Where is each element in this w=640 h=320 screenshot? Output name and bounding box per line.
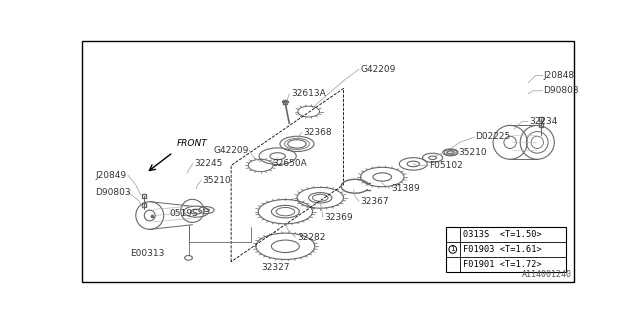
Text: F05102: F05102 — [429, 161, 463, 170]
Text: 32245: 32245 — [195, 159, 223, 168]
Text: F01903 <T=1.61>: F01903 <T=1.61> — [463, 245, 541, 254]
Text: FRONT: FRONT — [177, 139, 207, 148]
Text: 32327: 32327 — [261, 263, 289, 272]
Text: 31389: 31389 — [392, 184, 420, 193]
Text: 32613A: 32613A — [291, 89, 326, 98]
Text: J20848: J20848 — [543, 71, 575, 80]
Text: 32650A: 32650A — [272, 159, 307, 168]
Text: 32367: 32367 — [360, 197, 389, 206]
Text: 35210: 35210 — [458, 148, 487, 157]
Text: 32234: 32234 — [529, 117, 558, 126]
Text: 32368: 32368 — [303, 128, 332, 137]
Bar — [446, 227, 566, 272]
Text: 32282: 32282 — [297, 233, 325, 242]
Text: 0313S  <T=1.50>: 0313S <T=1.50> — [463, 230, 541, 239]
Text: G42209: G42209 — [360, 65, 396, 74]
Text: E00313: E00313 — [131, 250, 164, 259]
Text: F01901 <T=1.72>: F01901 <T=1.72> — [463, 260, 541, 269]
Text: D02225: D02225 — [476, 132, 511, 141]
Text: 0519S: 0519S — [169, 210, 198, 219]
Text: 35210: 35210 — [202, 176, 231, 185]
Text: 32369: 32369 — [324, 212, 353, 221]
Text: 1: 1 — [451, 246, 455, 252]
Text: D90803: D90803 — [543, 86, 579, 95]
Text: A114001240: A114001240 — [522, 270, 572, 279]
Text: J20849: J20849 — [95, 171, 127, 180]
Text: G42209: G42209 — [214, 146, 249, 155]
Text: D90803: D90803 — [95, 188, 131, 197]
